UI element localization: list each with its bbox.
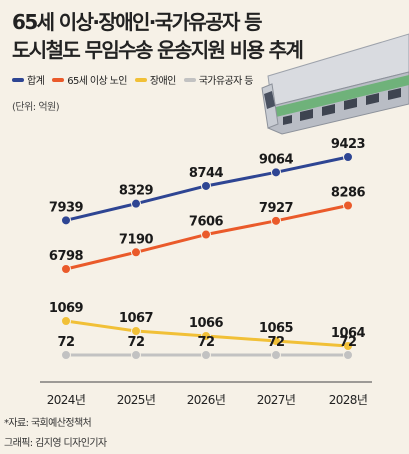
data-point-total bbox=[131, 198, 141, 209]
value-labels: 7939 8329 8744 9064 9423 6798 7190 7606 7927 8286… bbox=[49, 137, 366, 350]
value-label-total: 9423 bbox=[331, 137, 366, 152]
title-line-2: 도시철도 무임수송 운송지원 비용 추계 bbox=[12, 38, 304, 62]
title-line-1: 65세 이상·장애인·국가유공자 등 bbox=[12, 10, 263, 34]
data-point-veterans bbox=[343, 350, 353, 360]
legend-swatch-veterans bbox=[183, 77, 196, 82]
legend-swatch-disabled bbox=[134, 77, 147, 82]
x-tick-label: 2024년 bbox=[47, 393, 86, 407]
chart-title: 65세 이상·장애인·국가유공자 등 도시철도 무임수송 운송지원 비용 추계 bbox=[12, 8, 304, 64]
data-point-disabled bbox=[61, 316, 71, 326]
value-label-total: 8329 bbox=[119, 184, 154, 199]
value-label-disabled: 1065 bbox=[259, 321, 294, 336]
value-label-veterans: 72 bbox=[197, 335, 214, 350]
x-axis: 2024년 2025년 2026년 2027년 2028년 bbox=[40, 381, 372, 407]
unit-label: (단위: 억원) bbox=[12, 102, 60, 113]
data-point-elderly bbox=[271, 215, 281, 226]
data-point-elderly bbox=[61, 264, 71, 274]
legend-item-total: 합계 bbox=[12, 72, 45, 87]
value-label-disabled: 1067 bbox=[119, 311, 154, 326]
legend-swatch-total bbox=[12, 77, 24, 82]
data-point-disabled bbox=[131, 326, 141, 336]
legend-item-elderly: 65세 이상 노인 bbox=[52, 72, 127, 87]
data-point-total bbox=[343, 152, 353, 162]
legend-label-total: 합계 bbox=[27, 76, 45, 87]
data-point-total bbox=[201, 180, 211, 191]
legend: 합계 65세 이상 노인 장애인 국가유공자 등 bbox=[12, 72, 253, 87]
value-label-elderly: 7190 bbox=[119, 232, 154, 247]
graphic-credit: 그래픽: 김지영 디자인기자 bbox=[4, 438, 107, 449]
value-label-disabled: 1066 bbox=[189, 316, 224, 331]
x-tick-label: 2028년 bbox=[329, 393, 368, 407]
value-label-elderly: 6798 bbox=[49, 249, 84, 264]
series-points bbox=[61, 152, 353, 360]
data-point-veterans bbox=[271, 350, 281, 360]
legend-label-elderly: 65세 이상 노인 bbox=[67, 76, 127, 87]
value-label-elderly: 7606 bbox=[189, 215, 224, 230]
value-label-total: 7939 bbox=[49, 200, 84, 215]
legend-item-disabled: 장애인 bbox=[134, 72, 176, 87]
x-tick-label: 2027년 bbox=[257, 393, 296, 407]
data-point-veterans bbox=[131, 350, 141, 360]
x-tick-label: 2026년 bbox=[187, 393, 226, 407]
data-point-veterans bbox=[61, 350, 71, 360]
value-label-elderly: 7927 bbox=[259, 201, 294, 216]
value-label-veterans: 72 bbox=[127, 335, 144, 350]
legend-label-veterans: 국가유공자 등 bbox=[198, 76, 254, 87]
value-label-veterans: 72 bbox=[339, 335, 356, 350]
value-label-disabled: 1069 bbox=[49, 301, 84, 316]
value-label-disabled: 1064 bbox=[331, 326, 366, 341]
subway-train-illustration bbox=[261, 33, 409, 135]
value-label-veterans: 72 bbox=[267, 335, 284, 350]
legend-item-veterans: 국가유공자 등 bbox=[183, 72, 254, 87]
data-point-veterans bbox=[201, 350, 211, 360]
data-point-disabled bbox=[271, 336, 281, 346]
data-point-elderly bbox=[131, 247, 141, 258]
data-point-total bbox=[61, 215, 71, 226]
legend-label-disabled: 장애인 bbox=[149, 76, 176, 87]
legend-swatch-elderly bbox=[52, 77, 65, 82]
value-label-total: 9064 bbox=[259, 152, 294, 167]
value-label-elderly: 8286 bbox=[331, 186, 366, 201]
value-label-veterans: 72 bbox=[57, 335, 74, 350]
data-point-disabled bbox=[201, 331, 211, 341]
source-note: *자료: 국회예산정책처 bbox=[4, 418, 92, 429]
data-point-elderly bbox=[201, 229, 211, 240]
value-label-total: 8744 bbox=[189, 166, 224, 181]
data-point-total bbox=[271, 167, 281, 178]
data-point-elderly bbox=[343, 200, 353, 211]
x-tick-label: 2025년 bbox=[117, 393, 156, 407]
